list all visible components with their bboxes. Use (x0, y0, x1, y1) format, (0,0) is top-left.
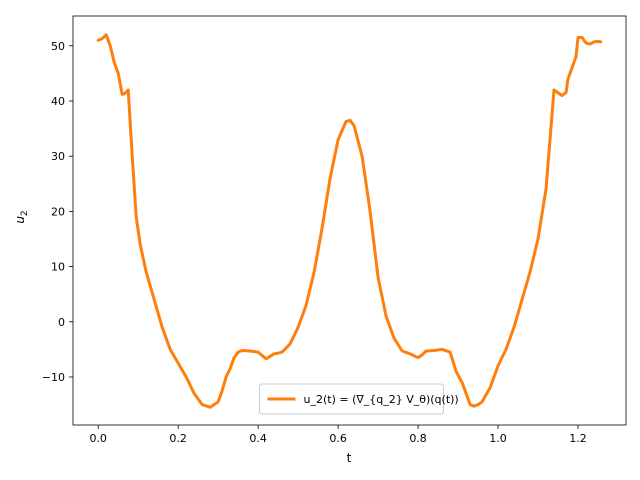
x-tick-label: 0.2 (169, 432, 187, 445)
x-axis-label: t (347, 451, 352, 465)
x-tick-label: 1.0 (489, 432, 507, 445)
curve-layer (96, 33, 603, 409)
y-axis-label-subscript: 2 (20, 210, 30, 216)
x-tick-label: 0.4 (249, 432, 267, 445)
x-tick-label: 0.8 (409, 432, 427, 445)
legend-box (259, 383, 444, 415)
y-axis-ticks: −10 0 10 20 30 40 50 (42, 40, 73, 384)
x-axis-ticks: 0.0 0.2 0.4 0.6 0.8 1.0 1.2 (89, 425, 587, 445)
axes-frame (72, 15, 627, 426)
y-axis-label: u2 (13, 210, 30, 223)
series-line-0 (96, 33, 603, 409)
y-tick-label: 30 (51, 150, 65, 163)
legend-label: u_2(t) = (∇_{q_2} V_θ)(q(t)) (304, 393, 459, 406)
plot-area (72, 15, 627, 426)
y-tick-label: 40 (51, 95, 65, 108)
y-tick-label: 20 (51, 205, 65, 218)
y-tick-label: 10 (51, 261, 65, 274)
y-tick-label: 0 (58, 316, 65, 329)
x-tick-label: 0.0 (89, 432, 107, 445)
x-tick-label: 1.2 (569, 432, 587, 445)
y-axis-label-main: u (13, 216, 27, 224)
x-tick-label: 0.6 (329, 432, 347, 445)
legend: u_2(t) = (∇_{q_2} V_θ)(q(t)) (259, 383, 459, 415)
y-tick-label: −10 (42, 371, 65, 384)
y-tick-label: 50 (51, 40, 65, 53)
